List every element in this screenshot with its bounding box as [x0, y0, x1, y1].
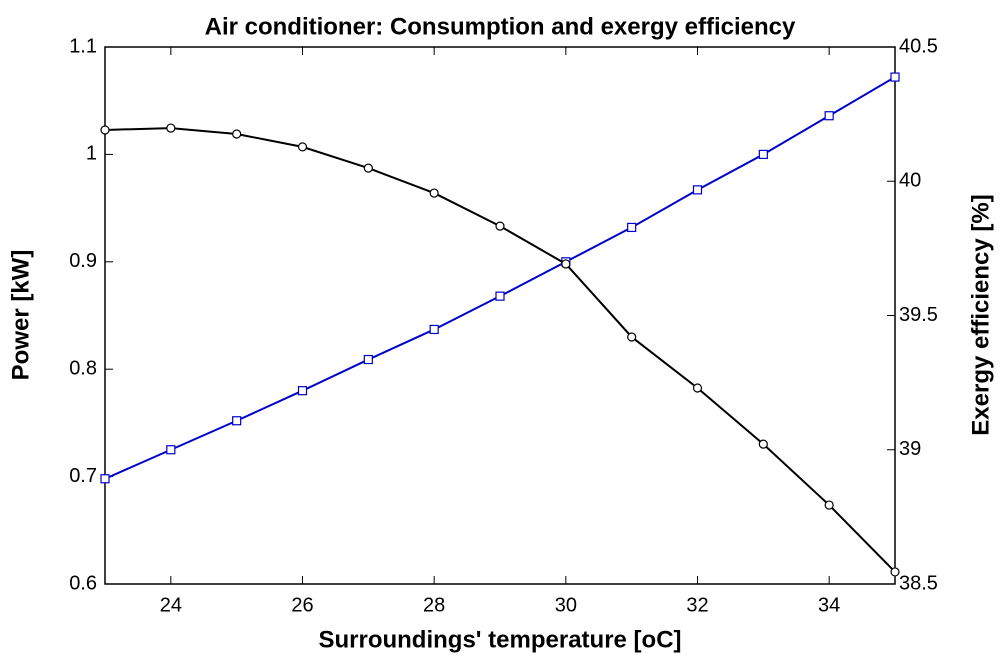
marker: [824, 500, 834, 510]
y2-tick-label: 39.5: [899, 304, 938, 326]
marker: [232, 416, 242, 426]
marker: [824, 111, 834, 121]
marker: [297, 386, 308, 396]
x-tick-label: 26: [291, 594, 313, 616]
x-tick-label: 28: [423, 594, 445, 616]
x-tick-label: 30: [555, 594, 577, 616]
y-tick-label: 1: [86, 143, 97, 165]
series-line: [104, 76, 896, 480]
marker: [232, 129, 242, 139]
chart-title: Air conditioner: Consumption and exergy …: [205, 13, 796, 40]
marker: [561, 259, 571, 269]
y2-tick-label: 38.5: [899, 572, 938, 594]
marker: [363, 354, 373, 365]
marker: [890, 567, 900, 577]
y-axis-label: Power [kW]: [7, 250, 34, 381]
y-tick-label: 0.8: [69, 357, 97, 379]
y2-tick-label: 40: [899, 170, 921, 192]
y-tick-label: 1.1: [69, 35, 97, 57]
marker: [890, 72, 900, 82]
y2-tick-label: 39: [899, 438, 921, 460]
marker: [495, 221, 505, 231]
marker: [363, 163, 373, 173]
series-line: [104, 127, 896, 573]
marker: [627, 222, 637, 233]
marker: [495, 291, 505, 301]
x-axis-label: Surroundings' temperature [oC]: [318, 626, 681, 653]
y2-axis-label: Exergy efficiency [%]: [967, 194, 994, 435]
y-tick-label: 0.6: [69, 572, 97, 594]
marker: [758, 149, 768, 159]
marker: [297, 142, 308, 152]
y2-tick-label: 40.5: [899, 35, 938, 57]
marker: [100, 125, 110, 135]
plot-frame: [104, 46, 896, 585]
marker: [692, 185, 703, 195]
marker: [100, 474, 110, 484]
marker: [627, 332, 637, 342]
marker: [429, 188, 439, 198]
marker: [166, 123, 176, 133]
y-tick-label: 0.9: [69, 250, 97, 272]
marker: [692, 383, 703, 393]
y-tick-label: 0.7: [69, 465, 97, 487]
x-tick-label: 34: [818, 594, 840, 616]
marker: [166, 445, 176, 455]
x-tick-label: 32: [686, 594, 708, 616]
marker: [758, 439, 768, 449]
x-tick-label: 24: [160, 594, 182, 616]
marker: [429, 324, 439, 335]
